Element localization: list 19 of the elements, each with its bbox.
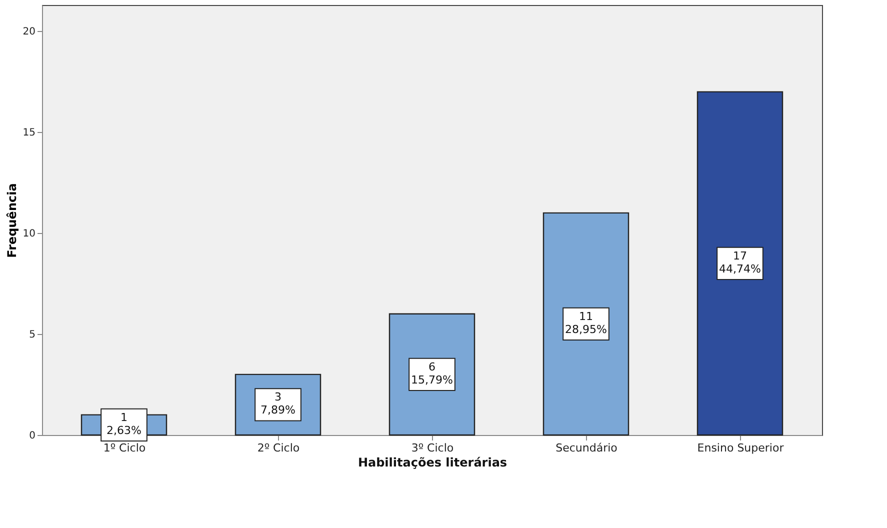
y-axis-title: Frequência xyxy=(4,183,19,258)
data-label: 17 44,74% xyxy=(719,249,761,276)
y-tick-label: 20 xyxy=(22,26,36,38)
x-axis-title: Habilitações literárias xyxy=(358,456,508,470)
y-tick-label: 5 xyxy=(29,330,36,341)
y-tick-label: 15 xyxy=(22,128,36,139)
x-tick-label: 1º Ciclo xyxy=(103,442,146,454)
x-tick-label: 3º Ciclo xyxy=(411,442,454,454)
x-tick-label: Ensino Superior xyxy=(697,442,784,454)
bar xyxy=(542,212,630,436)
x-tick-label: 2º Ciclo xyxy=(257,442,300,454)
y-tick-label: 10 xyxy=(22,228,36,240)
data-label: 3 7,89% xyxy=(260,390,296,417)
x-tick-label: Secundário xyxy=(556,442,618,454)
data-label: 6 15,79% xyxy=(411,360,453,386)
data-label: 11 28,95% xyxy=(565,310,607,336)
y-tick-label: 0 xyxy=(29,430,36,442)
data-label: 1 2,63% xyxy=(106,410,142,437)
bar xyxy=(696,91,784,436)
